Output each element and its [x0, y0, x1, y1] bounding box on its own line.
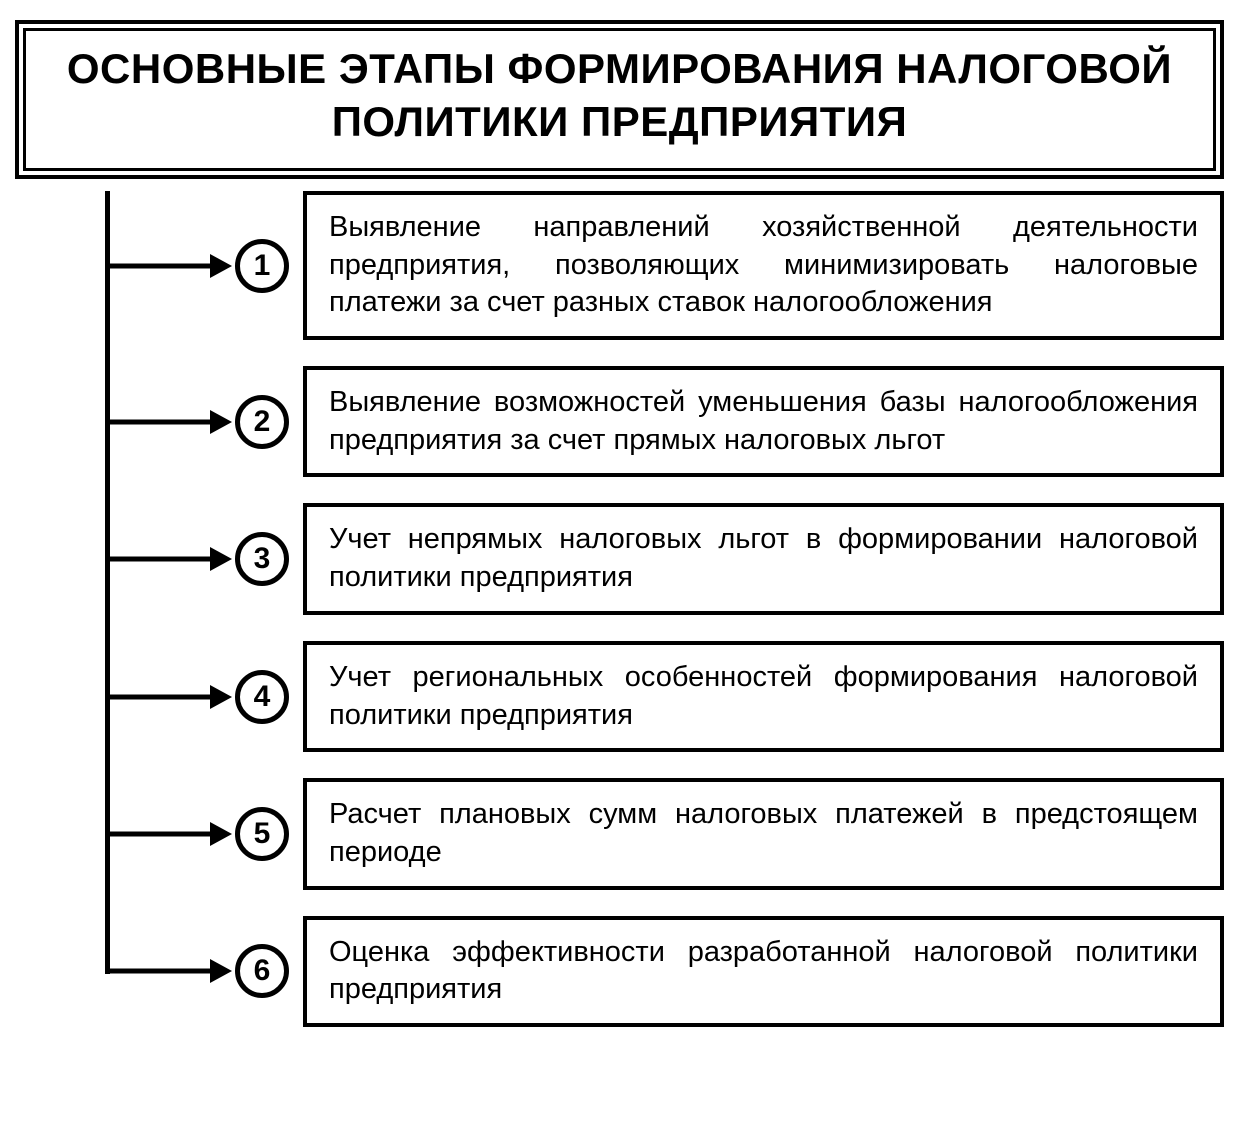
- step-number-circle: 6: [235, 944, 289, 998]
- branch-line: [105, 831, 210, 836]
- step-number-circle: 4: [235, 670, 289, 724]
- step-row: 4 Учет региональных особенностей формиров…: [105, 641, 1224, 752]
- arrowhead-icon: [210, 547, 232, 571]
- step-number: 4: [254, 680, 271, 714]
- step-row: 5 Расчет плановых сумм налоговых платежей…: [105, 778, 1224, 889]
- step-row: 3 Учет непрямых налоговых льгот в формиро…: [105, 503, 1224, 614]
- arrowhead-icon: [210, 410, 232, 434]
- arrowhead-icon: [210, 822, 232, 846]
- branch-line: [105, 694, 210, 699]
- diagram-title: ОСНОВНЫЕ ЭТАПЫ ФОРМИРОВАНИЯ НАЛОГОВОЙ ПО…: [56, 43, 1183, 148]
- title-inner-border: ОСНОВНЫЕ ЭТАПЫ ФОРМИРОВАНИЯ НАЛОГОВОЙ ПО…: [23, 28, 1216, 171]
- branch-line: [105, 557, 210, 562]
- step-number: 5: [254, 817, 271, 851]
- step-row: 2 Выявление возможностей уменьшения базы …: [105, 366, 1224, 477]
- step-text-box: Выявление направлений хозяйственной деят…: [303, 191, 1224, 340]
- branch-line: [105, 263, 210, 268]
- arrowhead-icon: [210, 685, 232, 709]
- step-text-box: Расчет плановых сумм налоговых платежей …: [303, 778, 1224, 889]
- step-number: 6: [254, 954, 271, 988]
- step-row: 6 Оценка эффективности разработанной нало…: [105, 916, 1224, 1027]
- step-number-circle: 3: [235, 532, 289, 586]
- step-text-box: Учет региональных особенностей формирова…: [303, 641, 1224, 752]
- step-number-circle: 5: [235, 807, 289, 861]
- step-number: 2: [254, 405, 271, 439]
- step-number: 3: [254, 542, 271, 576]
- flow-container: 1 Выявление направлений хозяйственной дея…: [105, 191, 1224, 1027]
- branch-line: [105, 969, 210, 974]
- arrowhead-icon: [210, 959, 232, 983]
- step-text-box: Оценка эффективности разработанной налог…: [303, 916, 1224, 1027]
- step-number-circle: 1: [235, 239, 289, 293]
- branch-line: [105, 419, 210, 424]
- step-text-box: Учет непрямых налоговых льгот в формиров…: [303, 503, 1224, 614]
- title-outer-border: ОСНОВНЫЕ ЭТАПЫ ФОРМИРОВАНИЯ НАЛОГОВОЙ ПО…: [15, 20, 1224, 179]
- step-text-box: Выявление возможностей уменьшения базы н…: [303, 366, 1224, 477]
- step-row: 1 Выявление направлений хозяйственной дея…: [105, 191, 1224, 340]
- arrowhead-icon: [210, 254, 232, 278]
- step-number-circle: 2: [235, 395, 289, 449]
- step-number: 1: [254, 249, 271, 283]
